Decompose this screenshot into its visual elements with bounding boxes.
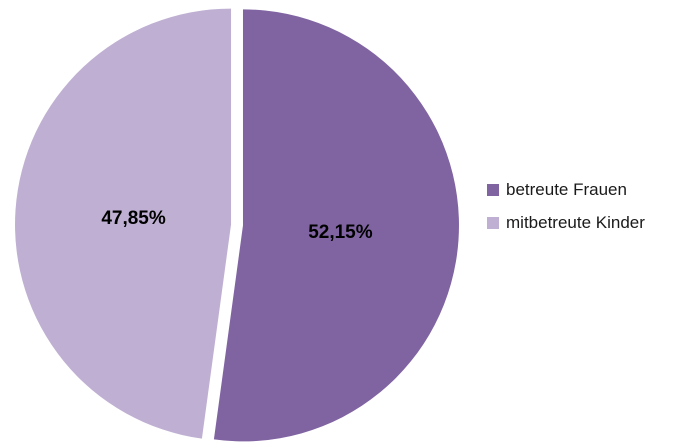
legend-item-mitbetreute-kinder: mitbetreute Kinder (487, 212, 645, 234)
chart-legend: betreute Frauen mitbetreute Kinder (487, 179, 645, 245)
slice-label-betreute-frauen: 52,15% (308, 222, 373, 243)
pie-slice-mitbetreute-kinder (15, 8, 232, 439)
pie-slice-betreute-frauen (213, 9, 459, 442)
legend-item-betreute-frauen: betreute Frauen (487, 179, 645, 201)
legend-swatch-betreute-frauen (487, 184, 499, 196)
legend-swatch-mitbetreute-kinder (487, 217, 499, 229)
legend-label-betreute-frauen: betreute Frauen (506, 180, 627, 199)
slice-label-mitbetreute-kinder: 47,85% (101, 208, 166, 229)
legend-label-mitbetreute-kinder: mitbetreute Kinder (506, 213, 645, 232)
